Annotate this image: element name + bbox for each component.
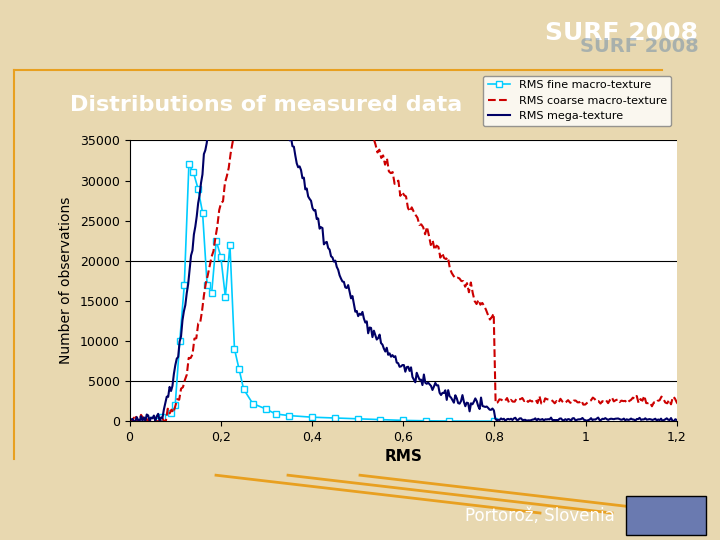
RMS mega-texture — [195, 192, 204, 198]
RMS fine macro-texture — [399, 417, 408, 424]
RMS mega-texture — [125, 417, 134, 424]
Line: RMS mega-texture: RMS mega-texture — [130, 23, 700, 421]
RMS fine macro-texture — [285, 413, 294, 419]
RMS fine macro-texture — [330, 415, 339, 421]
RMS fine macro-texture — [198, 210, 207, 216]
RMS mega-texture — [240, 19, 248, 26]
RMS fine macro-texture — [180, 281, 189, 288]
RMS fine macro-texture — [189, 169, 198, 176]
X-axis label: RMS: RMS — [384, 449, 422, 464]
RMS mega-texture — [487, 407, 495, 413]
RMS mega-texture — [696, 416, 704, 423]
RMS fine macro-texture — [239, 386, 248, 393]
Text: SURF 2008: SURF 2008 — [546, 21, 698, 45]
RMS fine macro-texture — [184, 161, 193, 168]
RMS coarse macro-texture — [467, 279, 475, 286]
RMS coarse macro-texture — [646, 400, 654, 406]
RMS mega-texture — [130, 418, 138, 424]
RMS fine macro-texture — [376, 416, 384, 423]
RMS coarse macro-texture — [129, 415, 138, 422]
RMS fine macro-texture — [203, 281, 212, 288]
RMS fine macro-texture — [422, 417, 431, 424]
FancyBboxPatch shape — [626, 496, 706, 535]
RMS mega-texture — [354, 313, 362, 319]
RMS fine macro-texture — [148, 416, 157, 423]
RMS fine macro-texture — [194, 185, 202, 192]
RMS coarse macro-texture — [610, 398, 618, 404]
Line: RMS fine macro-texture: RMS fine macro-texture — [150, 161, 498, 424]
RMS fine macro-texture — [207, 289, 216, 296]
RMS fine macro-texture — [444, 418, 453, 424]
RMS coarse macro-texture — [696, 398, 704, 404]
RMS mega-texture — [314, 215, 323, 222]
RMS fine macro-texture — [166, 410, 175, 416]
RMS fine macro-texture — [307, 414, 316, 421]
RMS fine macro-texture — [235, 366, 243, 372]
RMS mega-texture — [542, 416, 551, 423]
RMS fine macro-texture — [271, 411, 280, 417]
RMS fine macro-texture — [248, 400, 257, 407]
RMS fine macro-texture — [221, 294, 230, 300]
RMS fine macro-texture — [225, 241, 234, 248]
RMS fine macro-texture — [217, 253, 225, 260]
RMS fine macro-texture — [157, 414, 166, 421]
RMS fine macro-texture — [230, 346, 239, 352]
Text: SURF 2008: SURF 2008 — [580, 37, 698, 56]
Text: Distributions of measured data: Distributions of measured data — [70, 95, 462, 116]
RMS fine macro-texture — [212, 238, 220, 244]
RMS coarse macro-texture — [469, 290, 477, 296]
Legend: RMS fine macro-texture, RMS coarse macro-texture, RMS mega-texture: RMS fine macro-texture, RMS coarse macro… — [483, 76, 671, 126]
Line: RMS coarse macro-texture: RMS coarse macro-texture — [130, 12, 700, 421]
RMS coarse macro-texture — [478, 300, 487, 306]
RMS coarse macro-texture — [125, 416, 134, 422]
RMS fine macro-texture — [176, 338, 184, 344]
RMS fine macro-texture — [171, 402, 179, 408]
Text: Portorož, Slovenia: Portorož, Slovenia — [465, 507, 615, 525]
RMS coarse macro-texture — [282, 9, 290, 15]
RMS mega-texture — [539, 417, 548, 424]
RMS fine macro-texture — [490, 418, 499, 424]
Y-axis label: Number of observations: Number of observations — [59, 197, 73, 364]
RMS fine macro-texture — [262, 406, 271, 413]
RMS coarse macro-texture — [127, 418, 136, 424]
RMS fine macro-texture — [354, 416, 362, 422]
